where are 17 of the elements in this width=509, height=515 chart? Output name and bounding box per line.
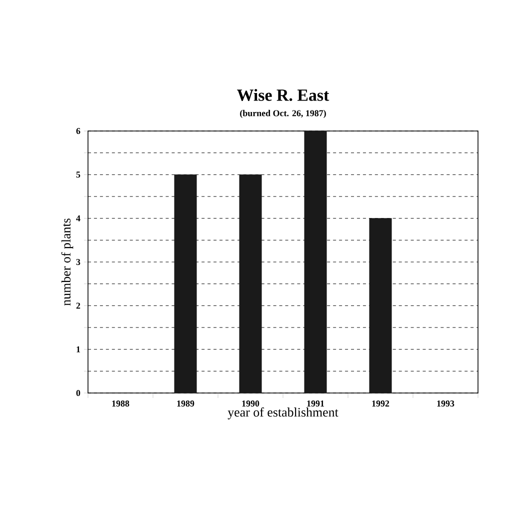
y-tick-label: 2: [76, 302, 80, 309]
y-tick-label: 6: [76, 128, 80, 134]
chart-subtitle: (burned Oct. 26, 1987): [240, 110, 326, 118]
y-tick-label: 1: [76, 346, 80, 352]
chart-title: Wise R. East: [237, 88, 330, 101]
x-tick-label: 1990: [242, 400, 260, 407]
x-tick-label: 1988: [112, 400, 130, 407]
y-tick-label: 4: [76, 215, 80, 222]
y-tick-label: 5: [76, 172, 80, 178]
y-tick-label: 0: [76, 390, 80, 396]
x-tick-label: 1989: [177, 400, 194, 407]
x-tick-label: 1991: [307, 400, 324, 407]
x-tick-label: 1992: [372, 400, 390, 407]
y-axis-title: number of plants: [61, 218, 74, 306]
y-tick-label: 3: [76, 258, 80, 266]
x-tick-label: 1993: [437, 400, 454, 407]
x-axis-title: year of establishment: [228, 407, 338, 420]
